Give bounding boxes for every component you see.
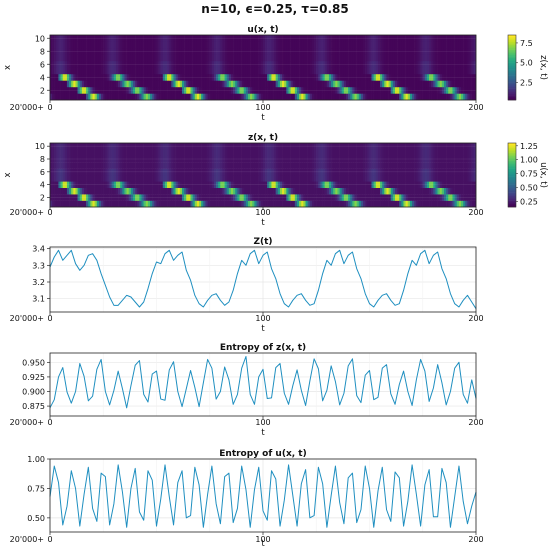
subplot-3: Z(t) 0 100 200 20'000+ t 3.1 3.2 3.3 3.4 <box>10 237 484 334</box>
subplot-1: u(x, t) 2.5 5.0 7.5 z(x, t) 0 100 200 20'000+ t 2 4… <box>3 25 548 123</box>
x-tick-label: 200 <box>468 418 483 427</box>
x-axis-label: t <box>261 539 265 548</box>
x-tick-label: 200 <box>468 535 483 544</box>
colorbar-tick-label: 2.5 <box>520 79 533 88</box>
x-axis-label: t <box>261 428 265 438</box>
x-tick-label: 0 <box>47 103 52 112</box>
x-tick-label: 0 <box>47 418 52 427</box>
x-tick-label: 200 <box>468 103 483 112</box>
y-tick-label: 10 <box>35 142 45 151</box>
y-tick-label: 8 <box>40 155 45 164</box>
subplot-5: Entropy of u(x, t) 0 100 200 20'000+ t 0.50 0.7… <box>10 449 484 548</box>
colorbar-tick-label: 7.5 <box>520 39 533 48</box>
x-origin-label: 20'000+ <box>10 208 44 217</box>
x-origin-label: 20'000+ <box>10 314 44 323</box>
x-axis-label: t <box>261 324 265 334</box>
series-line <box>49 356 477 409</box>
y-tick-label: 3.4 <box>32 245 45 254</box>
x-tick-label: 100 <box>255 208 270 217</box>
x-tick-label: 0 <box>47 208 52 217</box>
y-tick-label: 3.3 <box>32 261 45 270</box>
x-origin-label: 20'000+ <box>10 418 44 427</box>
x-tick-label: 0 <box>47 314 52 323</box>
subplot-title: Z(t) <box>253 237 272 247</box>
y-tick-label: 10 <box>35 34 45 43</box>
y-tick-label: 4 <box>40 73 45 82</box>
y-tick-label: 2 <box>40 193 45 202</box>
colorbar-tick-label: 0.25 <box>520 197 538 206</box>
y-tick-label: 6 <box>40 60 45 69</box>
x-tick-label: 100 <box>255 535 270 544</box>
subplot-title: z(x, t) <box>248 133 278 143</box>
y-tick-label: 0.925 <box>22 373 45 382</box>
x-tick-label: 100 <box>255 103 270 112</box>
x-tick-label: 0 <box>47 535 52 544</box>
colorbar-tick-label: 1.00 <box>520 156 538 165</box>
x-axis-label: t <box>261 113 265 123</box>
colorbar-frame <box>507 142 517 208</box>
figure-title: n=10, ϵ=0.25, τ=0.85 <box>201 2 349 16</box>
y-axis-label: x <box>3 65 13 70</box>
y-tick-label: 0.875 <box>22 402 45 411</box>
y-axis-label: x <box>3 172 13 177</box>
y-tick-label: 0.50 <box>27 514 45 523</box>
colorbar-tick-label: 0.75 <box>520 170 538 179</box>
y-tick-label: 2 <box>40 86 45 95</box>
y-tick-label: 0.950 <box>22 358 45 367</box>
y-tick-label: 0.75 <box>27 484 45 493</box>
series-line <box>49 464 477 528</box>
colorbar: 0.25 0.50 0.75 1.00 1.25 u(x, t) <box>507 142 548 208</box>
subplot-4: Entropy of z(x, t) 0 100 200 20'000+ t 0.875 0.… <box>10 343 484 438</box>
subplot-title: Entropy of u(x, t) <box>219 449 306 459</box>
y-tick-label: 3.2 <box>32 278 45 287</box>
y-tick-label: 8 <box>40 47 45 56</box>
colorbar: 2.5 5.0 7.5 z(x, t) <box>507 34 548 101</box>
y-tick-label: 0.900 <box>22 388 45 397</box>
subplot-2: z(x, t)0.250.500.751.001.25u(x, t)0 100 20… <box>3 133 548 228</box>
heatmap-cells <box>49 35 477 101</box>
colorbar-tick-label: 5.0 <box>520 59 533 68</box>
x-axis-label: t <box>261 218 265 228</box>
heatmap-cells <box>49 143 477 208</box>
x-tick-label: 200 <box>468 314 483 323</box>
y-tick-label: 1.00 <box>27 455 45 464</box>
x-origin-label: 20'000+ <box>10 103 44 112</box>
colorbar-label: z(x, t) <box>538 55 548 80</box>
colorbar-tick-label: 0.50 <box>520 184 538 193</box>
colorbar-tick-label: 1.25 <box>520 142 538 151</box>
colorbar-frame <box>507 34 517 101</box>
subplots: u(x, t)2.55.07.5z(x, t)0 100 20020'000+t24… <box>3 25 548 548</box>
colorbar-label: u(x, t) <box>538 162 548 188</box>
x-tick-label: 100 <box>255 418 270 427</box>
x-tick-label: 100 <box>255 314 270 323</box>
series-line <box>49 249 477 309</box>
y-tick-label: 3.1 <box>32 295 45 304</box>
subplot-title: u(x, t) <box>247 25 278 35</box>
x-origin-label: 20'000+ <box>10 535 44 544</box>
x-tick-label: 200 <box>468 208 483 217</box>
subplot-title: Entropy of z(x, t) <box>220 343 306 353</box>
y-tick-label: 6 <box>40 168 45 177</box>
y-tick-label: 4 <box>40 181 45 190</box>
